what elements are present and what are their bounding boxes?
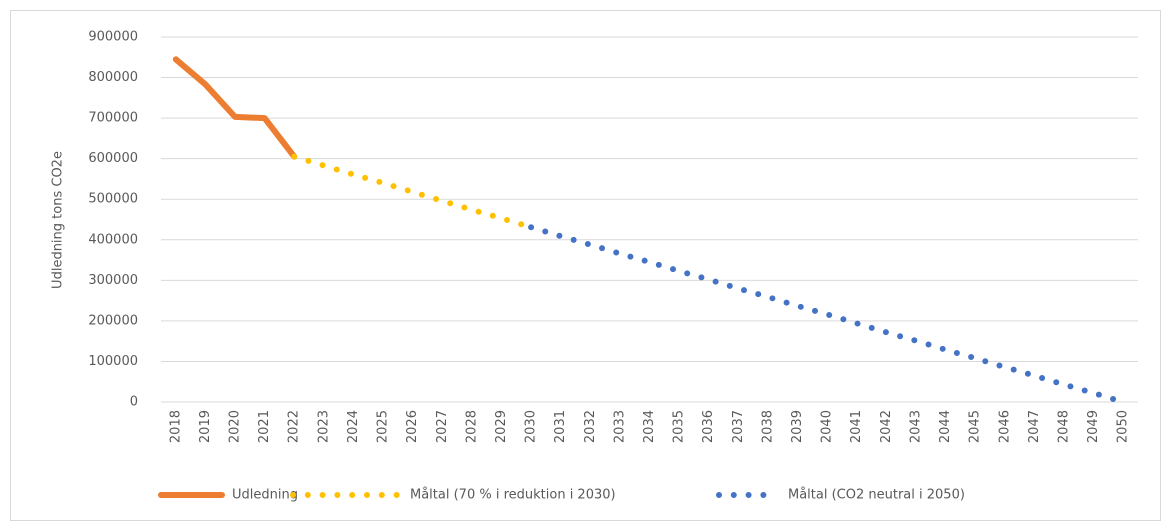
x-tick-label: 2033 <box>612 410 627 443</box>
x-tick-label: 2018 <box>168 410 183 443</box>
x-tick-label: 2028 <box>464 410 479 443</box>
x-tick-label: 2043 <box>908 410 923 443</box>
x-tick-label: 2027 <box>435 410 450 443</box>
y-axis-title: Udledning tons CO2e <box>51 151 66 289</box>
y-tick-label: 200000 <box>88 313 138 328</box>
x-tick-label: 2047 <box>1027 410 1042 443</box>
x-tick-label: 2045 <box>968 410 983 443</box>
x-tick-label: 2040 <box>820 410 835 443</box>
x-tick-label: 2029 <box>494 410 509 443</box>
legend-label: Måltal (CO2 neutral i 2050) <box>788 488 965 503</box>
x-tick-label: 2041 <box>849 410 864 443</box>
x-tick-label: 2030 <box>524 410 539 443</box>
x-tick-label: 2037 <box>731 410 746 443</box>
y-tick-label: 500000 <box>88 192 138 207</box>
series-line <box>291 153 535 231</box>
x-tick-label: 2049 <box>1086 410 1101 443</box>
series-line <box>172 56 298 160</box>
x-tick-label: 2023 <box>316 410 331 443</box>
y-tick-label: 300000 <box>88 273 138 288</box>
x-tick-label: 2039 <box>790 410 805 443</box>
chart-border <box>10 10 1161 521</box>
x-tick-label: 2032 <box>583 410 598 443</box>
x-tick-label: 2025 <box>376 410 391 443</box>
x-tick-label: 2034 <box>642 410 657 443</box>
series-line <box>528 224 1127 405</box>
x-tick-label: 2036 <box>701 410 716 443</box>
x-tick-label: 2038 <box>760 410 775 443</box>
y-tick-label: 600000 <box>88 151 138 166</box>
x-tick-label: 2024 <box>346 410 361 443</box>
legend-label: Udledning <box>232 488 298 503</box>
x-tick-label: 2031 <box>553 410 568 443</box>
y-tick-label: 100000 <box>88 354 138 369</box>
x-tick-label: 2019 <box>198 410 213 443</box>
x-tick-label: 2022 <box>287 410 302 443</box>
x-tick-label: 2021 <box>257 410 272 443</box>
x-tick-label: 2042 <box>879 410 894 443</box>
y-tick-label: 800000 <box>88 70 138 85</box>
y-tick-label: 700000 <box>88 111 138 126</box>
y-tick-label: 900000 <box>88 30 138 45</box>
y-tick-label: 400000 <box>88 232 138 247</box>
x-tick-label: 2020 <box>228 410 243 443</box>
y-tick-label: 0 <box>130 395 138 410</box>
x-tick-label: 2035 <box>672 410 687 443</box>
x-tick-label: 2048 <box>1056 410 1071 443</box>
x-tick-label: 2026 <box>405 410 420 443</box>
x-tick-label: 2050 <box>1116 410 1131 443</box>
x-tick-label: 2046 <box>997 410 1012 443</box>
legend-label: Måltal (70 % i reduktion i 2030) <box>410 488 616 503</box>
x-tick-label: 2044 <box>938 410 953 443</box>
